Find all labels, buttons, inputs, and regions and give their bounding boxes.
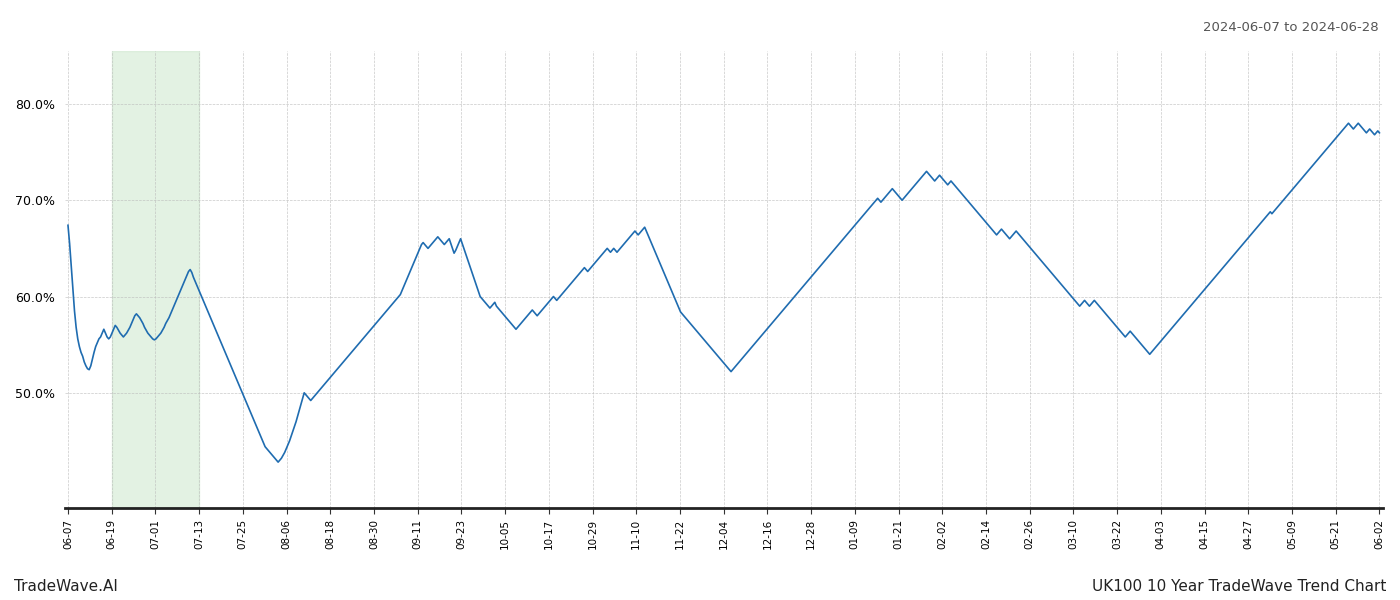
Bar (112, 51, 199, 508)
Text: UK100 10 Year TradeWave Trend Chart: UK100 10 Year TradeWave Trend Chart (1092, 579, 1386, 594)
Text: TradeWave.AI: TradeWave.AI (14, 579, 118, 594)
Text: 2024-06-07 to 2024-06-28: 2024-06-07 to 2024-06-28 (1204, 21, 1379, 34)
